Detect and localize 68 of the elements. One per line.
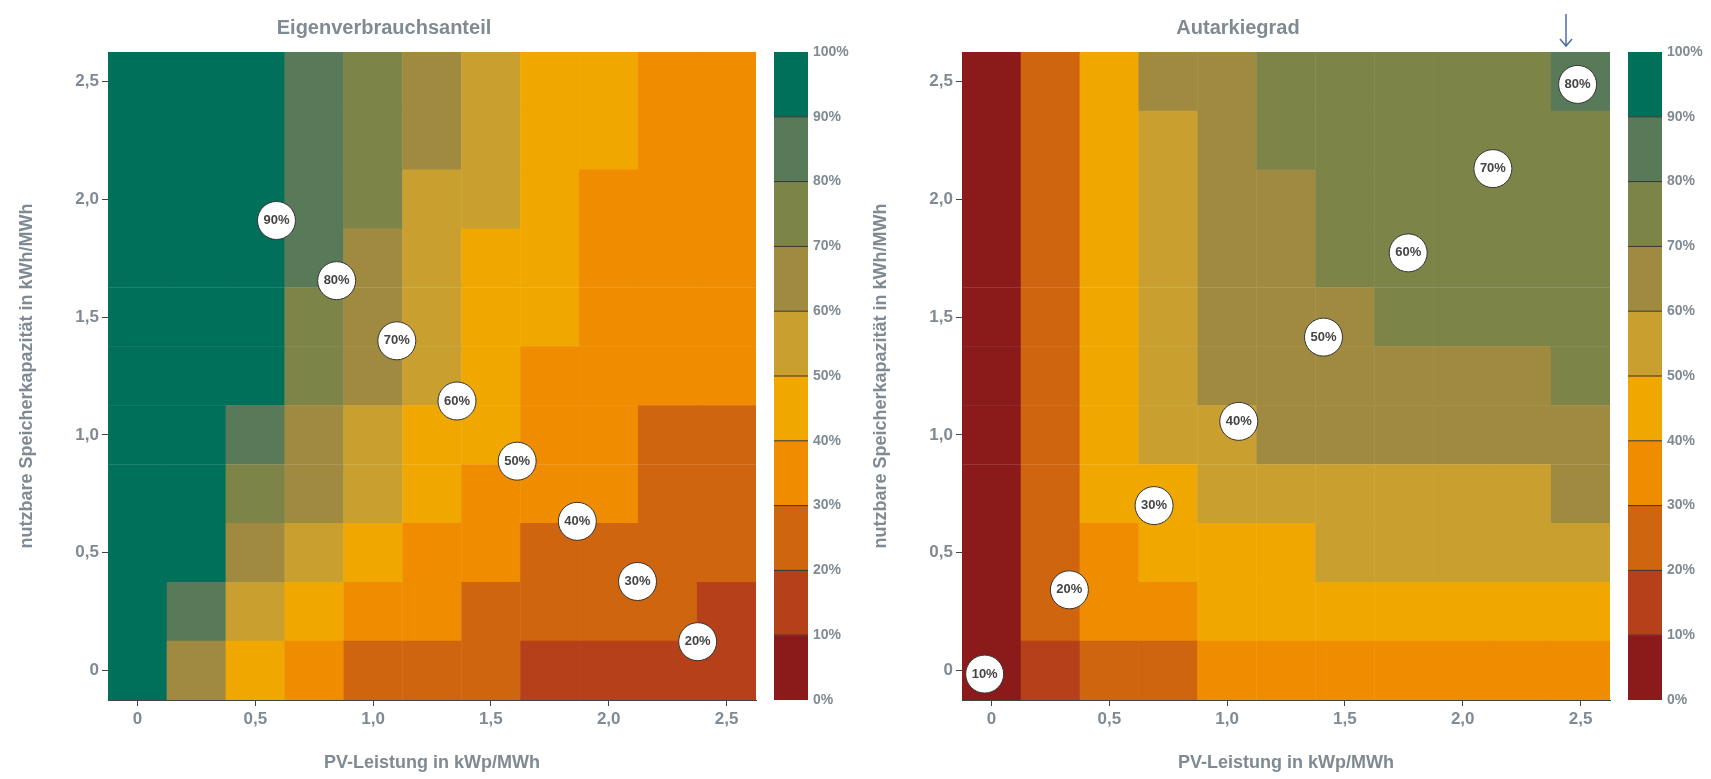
- chart-title: Eigenverbrauchsanteil: [276, 15, 492, 38]
- x-tick-label: 2,5: [1568, 708, 1593, 728]
- color-bar-label: 10%: [1667, 626, 1696, 643]
- annotation: 70%: [383, 332, 411, 348]
- annotation: 50%: [1310, 328, 1337, 344]
- x-tick-label: 2,0: [596, 708, 621, 728]
- color-bar-label: 70%: [1667, 237, 1696, 254]
- annotation: 10%: [971, 665, 999, 681]
- annotation: 80%: [1564, 75, 1592, 91]
- annotation: 30%: [624, 573, 651, 589]
- x-tick-label: 2,0: [1450, 708, 1475, 728]
- y-tick-label: 1,0: [75, 424, 99, 444]
- annotation: 60%: [1395, 244, 1422, 260]
- y-axis-title: nutzbare Speicherkapazität in kWh/MWh: [15, 203, 36, 549]
- color-bar-label: 10%: [813, 626, 842, 643]
- color-bar-label: 0%: [813, 690, 834, 707]
- y-tick-label: 2,5: [75, 71, 99, 91]
- x-axis-title: PV-Leistung in kWp/MWh: [324, 752, 540, 773]
- x-tick-label: 1,0: [1215, 708, 1239, 728]
- y-tick-label: 0,5: [75, 542, 99, 562]
- color-bar-label: 50%: [1667, 366, 1696, 383]
- x-tick-label: 0,5: [243, 708, 268, 728]
- x-tick-label: 2,5: [714, 708, 739, 728]
- y-tick-label: 1,0: [929, 424, 953, 444]
- y-axis-title: nutzbare Speicherkapazität in kWh/MWh: [869, 203, 890, 549]
- chart-title: Autarkiegrad: [1176, 15, 1300, 38]
- annotation: 80%: [323, 272, 351, 288]
- y-tick-label: 1,5: [75, 306, 99, 326]
- color-bar-label: 50%: [813, 366, 842, 383]
- x-tick-label: 0: [132, 708, 143, 728]
- color-bar-label: 90%: [813, 107, 842, 124]
- x-tick-label: 1,5: [1333, 708, 1357, 728]
- annotation: 40%: [1225, 412, 1253, 428]
- x-tick-label: 1,0: [361, 708, 385, 728]
- annotation: 40%: [564, 512, 591, 528]
- color-bar-label: 90%: [1667, 107, 1696, 124]
- annotation: 90%: [263, 212, 290, 228]
- x-axis-title: PV-Leistung in kWp/MWh: [1178, 752, 1394, 773]
- color-bar-label: 100%: [813, 42, 850, 59]
- x-tick-label: 1,5: [479, 708, 503, 728]
- x-tick-label: 0: [986, 708, 997, 728]
- annotation: 60%: [443, 392, 471, 408]
- annotation: 20%: [684, 633, 712, 649]
- y-tick-label: 2,5: [929, 71, 953, 91]
- y-tick-label: 0: [89, 660, 99, 680]
- color-bar-label: 0%: [1667, 690, 1688, 707]
- y-tick-label: 0: [943, 660, 953, 680]
- color-bar-label: 30%: [813, 496, 842, 513]
- annotation: 30%: [1141, 497, 1168, 513]
- color-bar-label: 60%: [813, 302, 842, 319]
- x-tick-label: 0,5: [1097, 708, 1122, 728]
- annotation: 70%: [1479, 160, 1507, 176]
- color-bar-label: 60%: [1667, 302, 1696, 319]
- color-bar-label: 40%: [813, 431, 842, 448]
- color-bar-label: 100%: [1667, 42, 1704, 59]
- y-tick-label: 2,0: [929, 188, 953, 208]
- y-tick-label: 0,5: [929, 542, 953, 562]
- color-bar-label: 20%: [1667, 561, 1696, 578]
- color-bar-label: 40%: [1667, 431, 1696, 448]
- color-bar-label: 30%: [1667, 496, 1696, 513]
- y-tick-label: 2,0: [75, 188, 99, 208]
- color-bar-label: 70%: [813, 237, 842, 254]
- annotation: 20%: [1056, 581, 1083, 597]
- color-bar-label: 20%: [813, 561, 842, 578]
- annotation: 50%: [504, 452, 531, 468]
- color-bar-label: 80%: [1667, 172, 1696, 189]
- color-bar-label: 80%: [813, 172, 842, 189]
- y-tick-label: 1,5: [929, 306, 953, 326]
